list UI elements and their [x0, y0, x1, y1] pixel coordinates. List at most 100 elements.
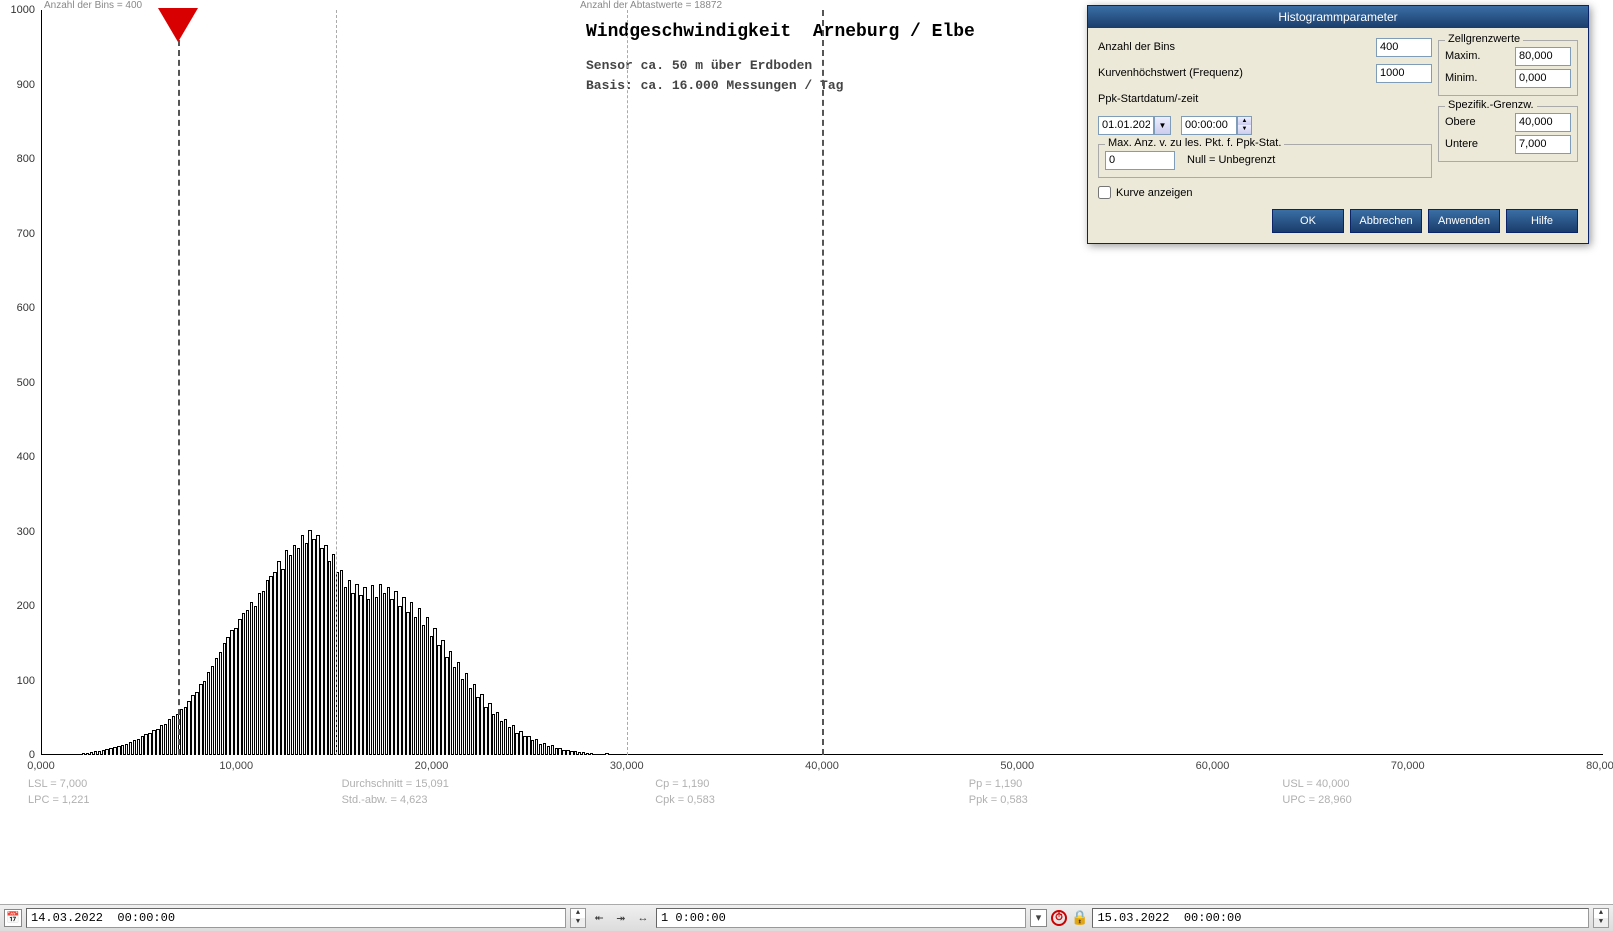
stats-row-1: LSL = 7,000 Durchschnitt = 15,091 Cp = 1…: [28, 778, 1596, 790]
stat-lsl: LSL = 7,000: [28, 778, 342, 790]
ok-button[interactable]: OK: [1272, 209, 1344, 233]
histogram-bar: [476, 697, 479, 755]
cell-max-input[interactable]: [1515, 47, 1571, 66]
histogram-bar: [113, 747, 116, 755]
histogram-bar: [320, 548, 323, 755]
histogram-bar: [207, 672, 210, 755]
spec-limit-line: [178, 10, 180, 755]
histogram-bar: [500, 721, 503, 755]
histogram-bar: [98, 751, 101, 755]
dialog-title[interactable]: Histogrammparameter: [1088, 6, 1588, 28]
histogram-bar: [277, 561, 280, 755]
show-curve-label: Kurve anzeigen: [1116, 187, 1192, 199]
help-button[interactable]: Hilfe: [1506, 209, 1578, 233]
histogram-bar: [203, 681, 206, 756]
maxpts-note: Null = Unbegrenzt: [1187, 154, 1275, 166]
histogram-bar: [371, 585, 374, 755]
histogram-bar: [258, 593, 261, 755]
start-datetime-input[interactable]: [26, 908, 566, 928]
stat-ppk: Ppk = 0,583: [969, 794, 1283, 806]
histogram-bar: [281, 569, 284, 755]
end-spinner[interactable]: ▲▼: [1593, 908, 1609, 928]
maxpts-legend: Max. Anz. v. zu les. Pkt. f. Ppk-Stat.: [1105, 137, 1284, 149]
histogram-bar: [105, 749, 108, 755]
histogram-bar: [387, 587, 390, 755]
histogram-bar: [441, 640, 444, 755]
show-curve-checkbox[interactable]: [1098, 186, 1111, 199]
histogram-bar: [340, 570, 343, 755]
histogram-bar: [223, 643, 226, 755]
histogram-bar: [269, 576, 272, 755]
cell-max-label: Maxim.: [1445, 50, 1480, 62]
histogram-bar: [512, 725, 515, 755]
stat-std: Std.-abw. = 4,623: [342, 794, 656, 806]
start-spinner[interactable]: ▲▼: [570, 908, 586, 928]
spec-limits-legend: Spezifik.-Grenzw.: [1445, 99, 1537, 111]
histogram-bar: [551, 745, 554, 755]
histogram-bar: [422, 625, 425, 755]
step-fwd-icon[interactable]: ⯮: [612, 909, 630, 927]
histogram-bar: [293, 545, 296, 755]
x-tick-label: 40,000: [805, 760, 839, 772]
x-tick-label: 60,000: [1196, 760, 1230, 772]
histogram-bar: [168, 719, 171, 755]
histogram-bar: [219, 652, 222, 755]
histogram-bar: [144, 734, 147, 755]
span-icon[interactable]: ↔: [634, 909, 652, 927]
reference-line: [336, 10, 337, 755]
histogram-bar: [430, 636, 433, 755]
ppk-date-input[interactable]: [1098, 116, 1154, 135]
spec-upper-input[interactable]: [1515, 113, 1571, 132]
time-spinner[interactable]: ▲▼: [1237, 116, 1252, 135]
histogram-bar: [586, 753, 589, 755]
cancel-button[interactable]: Abbrechen: [1350, 209, 1422, 233]
stat-upc: UPC = 28,960: [1282, 794, 1596, 806]
histogram-bar: [359, 595, 362, 755]
lock-icon[interactable]: 🔒: [1071, 910, 1088, 927]
histogram-bar: [515, 733, 518, 755]
histogram-bar: [437, 645, 440, 755]
histogram-bar: [148, 733, 151, 755]
histogram-bar: [199, 684, 202, 755]
histogram-bar: [531, 740, 534, 755]
max-freq-input[interactable]: [1376, 64, 1432, 83]
histogram-bar: [90, 752, 93, 755]
step-back-icon[interactable]: ⯬: [590, 909, 608, 927]
interval-input[interactable]: [656, 908, 1026, 928]
histogram-bar: [301, 535, 304, 755]
histogram-bar: [125, 744, 128, 755]
histogram-bar: [383, 593, 386, 755]
histogram-bar: [156, 729, 159, 755]
spec-limit-line: [822, 10, 824, 755]
histogram-bar: [344, 587, 347, 755]
histogram-bar: [398, 606, 401, 755]
ppk-time-input[interactable]: [1181, 116, 1237, 135]
bins-label: Anzahl der Bins: [1098, 41, 1175, 53]
record-icon[interactable]: ⏱: [1051, 910, 1067, 926]
histogram-bar: [594, 754, 597, 755]
histogram-bar: [469, 688, 472, 755]
y-tick-label: 200: [3, 600, 35, 612]
histogram-bar: [566, 750, 569, 755]
y-tick-label: 700: [3, 228, 35, 240]
calendar-icon[interactable]: 📅: [4, 909, 22, 927]
histogram-bar: [308, 530, 311, 755]
histogram-bar: [184, 707, 187, 755]
end-datetime-input[interactable]: [1092, 908, 1589, 928]
maxpts-input[interactable]: [1105, 151, 1175, 170]
cell-min-input[interactable]: [1515, 69, 1571, 88]
histogram-bar: [394, 591, 397, 755]
histogram-bar: [555, 748, 558, 755]
histogram-bar: [488, 703, 491, 755]
histogram-bar: [172, 716, 175, 755]
bins-input[interactable]: [1376, 38, 1432, 57]
histogram-bar: [426, 617, 429, 755]
apply-button[interactable]: Anwenden: [1428, 209, 1500, 233]
date-dropdown-icon[interactable]: ▼: [1154, 116, 1171, 135]
interval-dropdown-icon[interactable]: ▾: [1030, 909, 1047, 927]
histogram-bar: [328, 561, 331, 755]
histogram-bar: [109, 748, 112, 755]
spec-lower-input[interactable]: [1515, 135, 1571, 154]
x-tick-label: 10,000: [219, 760, 253, 772]
y-tick-label: 900: [3, 79, 35, 91]
